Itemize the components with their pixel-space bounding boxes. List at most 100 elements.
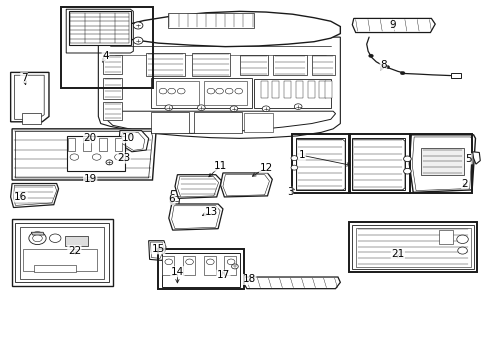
Polygon shape [98,12,340,47]
Polygon shape [148,241,165,260]
Polygon shape [170,190,180,210]
Circle shape [167,88,175,94]
Bar [351,225,473,269]
Circle shape [207,88,214,94]
Circle shape [225,88,232,94]
Polygon shape [31,232,44,235]
Bar [191,53,230,76]
Circle shape [106,160,112,165]
Bar [348,222,476,272]
Bar [16,223,109,282]
Bar [254,80,330,108]
Bar [103,78,122,99]
Bar [409,134,471,193]
Polygon shape [15,75,44,119]
Bar [20,226,104,279]
Polygon shape [119,131,148,152]
Circle shape [92,154,101,160]
Circle shape [403,156,410,162]
Polygon shape [220,173,272,197]
Text: 3: 3 [286,187,293,197]
Bar [283,81,290,98]
Polygon shape [11,72,49,122]
Bar [162,256,174,275]
Bar [351,138,404,189]
Bar [67,136,124,171]
Bar [167,13,254,28]
Circle shape [197,105,205,111]
Bar [239,55,268,75]
Bar [307,81,314,98]
Circle shape [133,37,142,44]
Bar [203,81,246,105]
Polygon shape [105,111,335,134]
Circle shape [29,232,46,244]
Circle shape [403,168,410,174]
Bar [162,253,239,287]
Polygon shape [243,277,340,289]
Text: 2: 2 [461,179,468,189]
Polygon shape [471,152,479,164]
Circle shape [177,88,184,94]
Bar [449,73,460,78]
Circle shape [384,66,389,69]
Bar [273,55,306,75]
Bar [355,228,470,267]
Bar [99,138,106,151]
Circle shape [33,235,42,242]
Polygon shape [408,135,474,192]
Text: 11: 11 [213,161,227,171]
Text: 8: 8 [379,60,386,70]
Bar [151,78,251,108]
Circle shape [215,88,223,94]
Text: 16: 16 [14,192,27,202]
Circle shape [206,259,214,265]
Bar [296,81,303,98]
Circle shape [49,234,61,242]
Bar [325,81,331,98]
Bar [114,138,122,151]
Bar [64,236,88,246]
Bar [151,112,189,134]
Circle shape [290,165,297,170]
Text: 22: 22 [68,246,81,256]
Circle shape [230,106,237,112]
Text: 1: 1 [298,150,305,160]
Circle shape [262,106,269,112]
Text: 14: 14 [170,267,183,277]
Text: 20: 20 [83,133,97,143]
Bar [67,138,75,151]
Bar [311,55,334,75]
Bar [295,138,344,189]
Circle shape [457,247,467,254]
Bar [438,230,452,244]
Text: 6: 6 [168,194,175,204]
Bar [203,256,215,275]
Text: 10: 10 [122,133,135,143]
Circle shape [227,259,234,265]
Bar [103,102,122,120]
Bar [272,81,279,98]
Circle shape [399,71,404,75]
Bar [83,138,91,151]
Text: 18: 18 [242,274,255,284]
Circle shape [185,259,193,265]
Bar [68,12,131,45]
Polygon shape [175,175,221,198]
Bar [146,53,184,76]
Circle shape [231,264,238,269]
Text: 7: 7 [20,73,27,83]
Text: 12: 12 [259,163,272,173]
Bar [61,7,153,87]
Bar [420,148,463,175]
Circle shape [164,105,172,111]
Text: 21: 21 [390,249,404,259]
Circle shape [234,88,242,94]
Bar [244,113,273,132]
Bar [261,81,268,98]
Text: 15: 15 [151,244,164,254]
Bar [194,112,242,134]
Polygon shape [168,204,223,230]
Polygon shape [98,37,340,138]
Bar [34,265,76,272]
